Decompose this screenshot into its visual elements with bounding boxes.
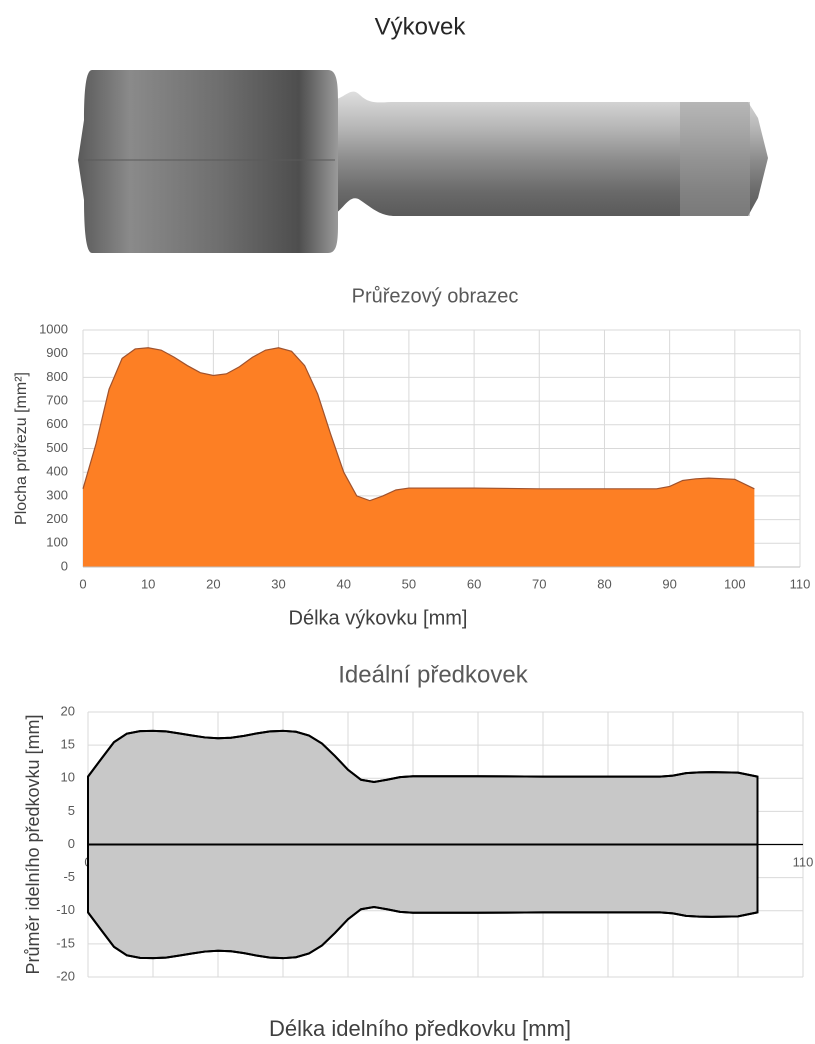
- y-tick-label: 10: [61, 770, 75, 785]
- figure-title: Výkovek: [375, 13, 467, 40]
- y-tick-label: 800: [46, 369, 68, 384]
- chart-title: Ideální předkovek: [338, 661, 528, 688]
- y-tick-label: 200: [46, 511, 68, 526]
- y-tick-label: 500: [46, 440, 68, 455]
- y-axis-label: Průměr idelního předkovku [mm]: [23, 714, 43, 974]
- forging-render: [78, 70, 768, 253]
- figure: Výkovek Průřezový obrazec010020030040050…: [0, 0, 815, 1044]
- area-fill: [88, 845, 758, 959]
- x-tick-label: 80: [597, 576, 611, 591]
- x-tick-label: 50: [402, 576, 416, 591]
- y-tick-label: -15: [56, 935, 75, 950]
- x-tick-label: 110: [793, 854, 814, 869]
- x-tick-label: 100: [724, 576, 746, 591]
- page: {"title": "Výkovek", "chart_data": [ {"t…: [0, 0, 815, 1044]
- y-tick-label: 5: [68, 803, 75, 818]
- x-axis-label: Délka idelního předkovku [mm]: [269, 1016, 571, 1041]
- y-tick-label: 700: [46, 393, 68, 408]
- x-tick-label: 10: [141, 576, 155, 591]
- y-tick-label: 900: [46, 345, 68, 360]
- y-tick-label: 15: [61, 737, 75, 752]
- y-tick-label: 100: [46, 535, 68, 550]
- chart-title: Průřezový obrazec: [352, 285, 519, 307]
- x-tick-label: 40: [336, 576, 350, 591]
- y-tick-label: 0: [61, 558, 68, 573]
- y-tick-label: 400: [46, 464, 68, 479]
- y-tick-label: -20: [56, 968, 75, 983]
- x-tick-label: 110: [790, 576, 811, 591]
- y-tick-label: -10: [56, 902, 75, 917]
- y-tick-label: 0: [68, 836, 75, 851]
- area-fill: [88, 731, 758, 845]
- x-tick-label: 30: [271, 576, 285, 591]
- y-tick-label: 1000: [39, 321, 68, 336]
- y-tick-label: -5: [63, 869, 75, 884]
- x-tick-label: 0: [79, 576, 86, 591]
- x-tick-label: 70: [532, 576, 546, 591]
- area-fill: [83, 348, 754, 567]
- x-tick-label: 20: [206, 576, 220, 591]
- y-tick-label: 600: [46, 416, 68, 431]
- x-tick-label: 90: [662, 576, 676, 591]
- y-tick-label: 300: [46, 487, 68, 502]
- y-axis-label: Plocha průřezu [mm²]: [12, 372, 30, 525]
- x-tick-label: 60: [467, 576, 481, 591]
- x-axis-label: Délka výkovku [mm]: [289, 607, 468, 629]
- y-tick-label: 20: [61, 703, 75, 718]
